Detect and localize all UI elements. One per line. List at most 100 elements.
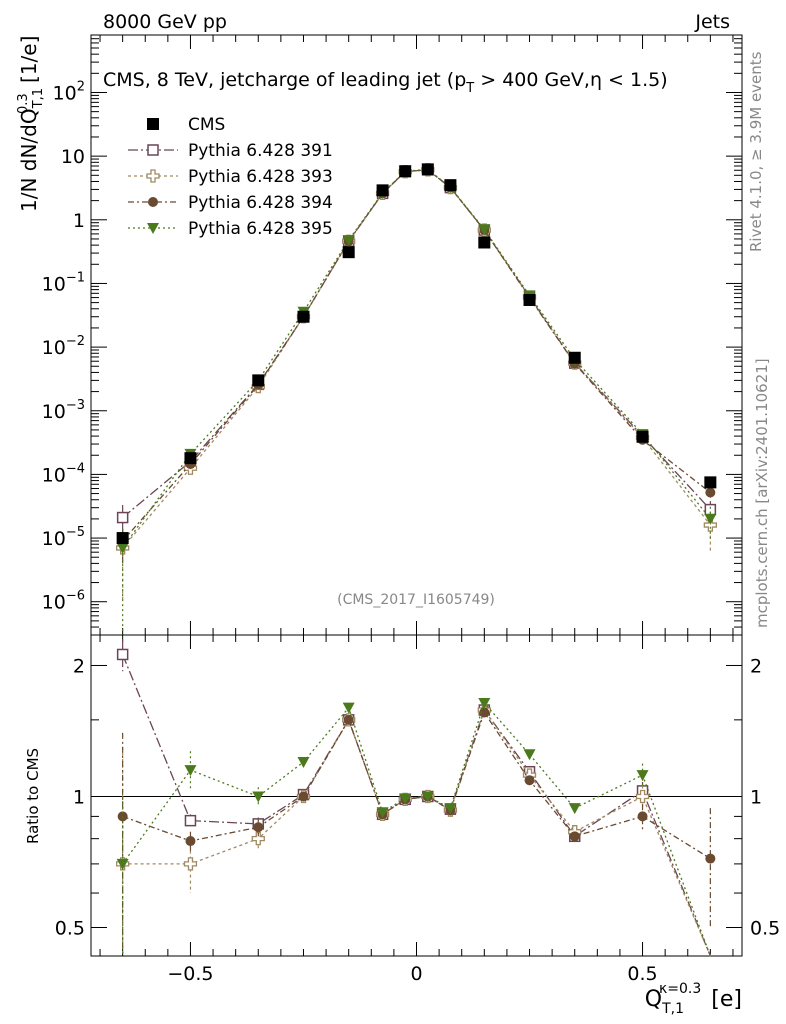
y-axis-label-main: 1/N dN/dQT,10.3 [1/e]	[16, 36, 46, 212]
x-tick-label: 0	[410, 963, 422, 985]
data-point	[342, 246, 355, 259]
series-line	[122, 701, 712, 957]
data-point	[116, 542, 129, 554]
data-point	[184, 814, 197, 827]
data-point	[524, 775, 535, 786]
legend-marker	[148, 197, 158, 207]
data-point	[478, 697, 491, 709]
data-point	[376, 807, 389, 819]
data-point	[399, 793, 412, 805]
x-tick-label: −0.5	[167, 963, 213, 985]
y-tick-label: 10−2	[42, 334, 85, 359]
y-tick-label: 1	[73, 210, 85, 232]
ratio-y-tick-label: 2	[73, 655, 85, 677]
data-point	[704, 476, 717, 489]
data-point	[185, 836, 196, 847]
series-line	[122, 169, 711, 549]
x-tick-label: 0.5	[627, 963, 657, 985]
data-point	[297, 757, 310, 769]
legend-marker	[147, 223, 159, 234]
data-point	[568, 803, 581, 815]
data-point	[117, 811, 128, 822]
legend-label: Pythia 6.428 391	[188, 141, 333, 161]
data-point	[251, 832, 265, 846]
y-tick-label: 10	[61, 146, 85, 168]
y-tick-label: 10−3	[42, 398, 85, 423]
data-point	[399, 165, 412, 178]
legend-item: Pythia 6.428 393	[128, 167, 333, 187]
series-0	[116, 163, 717, 545]
series-line	[122, 710, 711, 860]
data-point	[184, 765, 197, 777]
legend-item: Pythia 6.428 394	[128, 193, 333, 213]
data-point	[569, 831, 580, 842]
analysis-watermark: (CMS_2017_I1605749)	[337, 592, 495, 608]
header-left: 8000 GeV pp	[103, 11, 227, 33]
data-point	[637, 811, 648, 822]
main-ticks: 10−6 10−5 10−4 10−3 10−2 10−1 1 10 102	[42, 34, 742, 636]
data-point	[705, 853, 716, 864]
main-panel: 10−6 10−5 10−4 10−3 10−2 10−1 1 10 102 CMS, 8 Te…	[16, 34, 743, 636]
data-point	[636, 770, 649, 782]
series-2	[115, 703, 711, 957]
ratio-y-tick-label-right: 2	[750, 655, 762, 677]
chart-title: CMS, 8 TeV, jetcharge of leading jet (pT…	[103, 69, 668, 96]
y-tick-label: 10−1	[42, 270, 85, 295]
data-point	[183, 857, 198, 871]
legend-item: Pythia 6.428 395	[128, 219, 333, 239]
ratio-y-tick-label: 0.5	[55, 917, 85, 939]
legend-marker	[147, 144, 159, 156]
x-axis-label: QT,1κ=0.3 [e]	[645, 981, 742, 1017]
ratio-y-tick-label-right: 1	[750, 786, 762, 808]
data-point	[421, 163, 434, 176]
legend-item: Pythia 6.428 391	[128, 141, 333, 161]
data-point	[704, 513, 717, 525]
mcplots-label: mcplots.cern.ch [arXiv:2401.10621]	[753, 358, 771, 628]
data-point	[523, 749, 536, 761]
data-point	[116, 511, 129, 524]
data-point	[184, 452, 197, 465]
data-point	[116, 858, 129, 870]
data-point	[478, 224, 491, 236]
y-axis-label-ratio: Ratio to CMS	[24, 748, 42, 844]
series-3	[117, 707, 716, 956]
data-point	[444, 179, 457, 192]
data-point	[523, 293, 536, 306]
series-line	[122, 708, 711, 957]
data-point	[703, 518, 718, 532]
legend-item: CMS	[147, 115, 225, 135]
data-point	[421, 791, 434, 803]
y-tick-label: 10−6	[42, 589, 85, 614]
data-point	[298, 791, 309, 802]
y-tick-label: 10−4	[42, 461, 85, 486]
data-point	[116, 532, 129, 545]
data-point	[253, 822, 264, 833]
data-point	[116, 648, 129, 661]
ratio-y-tick-label-right: 0.5	[750, 917, 780, 939]
data-point	[342, 702, 355, 714]
data-point	[252, 374, 265, 387]
series-line	[121, 654, 712, 957]
ratio-y-tick-label: 1	[73, 786, 85, 808]
header-right: Jets	[694, 11, 730, 33]
data-point	[568, 351, 581, 364]
main-series-group	[115, 163, 718, 635]
y-tick-label: 10−5	[42, 525, 85, 550]
ratio-ticks: 0.5 0.5 1 1 2 2 −0.5 0 0.5	[55, 635, 780, 985]
legend-label: CMS	[188, 115, 225, 135]
data-point	[444, 803, 457, 815]
data-point	[635, 789, 650, 804]
ratio-panel: 0.5 0.5 1 1 2 2 −0.5 0 0.5 Ratio to CMS QT,1κ=0.…	[24, 634, 780, 1017]
data-point	[376, 184, 389, 197]
legend-marker	[146, 169, 160, 183]
legend-label: Pythia 6.428 394	[188, 193, 333, 213]
y-tick-label: 102	[53, 79, 85, 104]
data-point	[478, 236, 491, 249]
data-point	[705, 487, 716, 498]
ratio-series-group	[115, 639, 716, 957]
legend: CMS Pythia 6.428 391 Pythia 6.428 393 Pythi…	[128, 115, 333, 239]
data-point	[342, 235, 355, 247]
data-point	[479, 707, 490, 718]
legend-label: Pythia 6.428 393	[188, 167, 333, 187]
